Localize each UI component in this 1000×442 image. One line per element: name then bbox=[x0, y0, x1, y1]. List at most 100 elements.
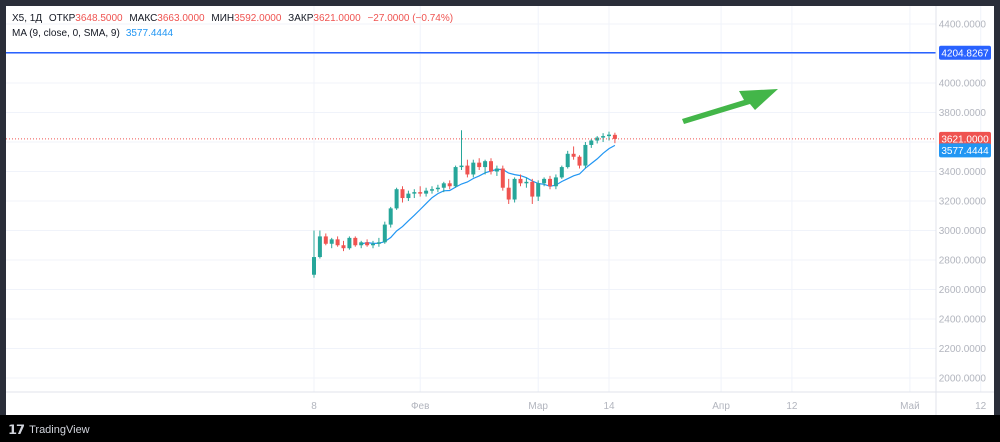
candle[interactable] bbox=[548, 175, 552, 190]
candle-body bbox=[447, 183, 452, 187]
ma-price-tag: 3577.4444 bbox=[939, 143, 991, 158]
x-tick-label: Мар bbox=[528, 401, 548, 412]
y-tick-label: 4400.0000 bbox=[939, 20, 987, 31]
candle[interactable] bbox=[412, 189, 417, 199]
candle[interactable] bbox=[382, 221, 387, 244]
candle-body bbox=[453, 167, 458, 187]
candle-body bbox=[601, 136, 606, 138]
candle[interactable] bbox=[441, 181, 446, 193]
candle[interactable] bbox=[559, 165, 564, 179]
candle[interactable] bbox=[601, 133, 606, 142]
ticker-label[interactable]: X5, 1Д bbox=[12, 13, 43, 24]
candle-body bbox=[424, 190, 429, 194]
candle-body bbox=[371, 243, 375, 246]
candle[interactable] bbox=[312, 230, 316, 278]
candle[interactable] bbox=[536, 180, 541, 201]
chart-canvas[interactable]: 4400.00004200.00004000.00003800.00003600… bbox=[6, 6, 994, 415]
candle[interactable] bbox=[365, 239, 370, 247]
candle-body bbox=[477, 162, 482, 168]
candle[interactable] bbox=[571, 146, 576, 160]
y-tick-label: 3800.0000 bbox=[939, 108, 987, 119]
candle-body bbox=[536, 183, 541, 197]
hline-price-tag[interactable]: 4204.8267 bbox=[939, 45, 991, 60]
candle[interactable] bbox=[542, 177, 547, 187]
candle[interactable] bbox=[359, 240, 364, 249]
candle-body bbox=[394, 189, 399, 209]
candle-body bbox=[347, 237, 352, 249]
candle[interactable] bbox=[512, 177, 517, 203]
candle[interactable] bbox=[335, 236, 340, 247]
candle-body bbox=[530, 181, 535, 197]
candle-body bbox=[612, 134, 617, 139]
candle[interactable] bbox=[506, 178, 511, 204]
candle[interactable] bbox=[577, 155, 582, 169]
candle-body bbox=[559, 167, 564, 178]
candle[interactable] bbox=[483, 159, 488, 175]
candle[interactable] bbox=[341, 240, 346, 252]
ma-label[interactable]: MA (9, close, 0, SMA, 9) bbox=[12, 28, 120, 39]
candle[interactable] bbox=[518, 174, 523, 187]
candle[interactable] bbox=[530, 178, 535, 204]
candle-body bbox=[353, 237, 358, 246]
candle[interactable] bbox=[589, 139, 594, 148]
ma-price-label: 3577.4444 bbox=[941, 146, 989, 157]
candle[interactable] bbox=[406, 190, 411, 201]
candle-body bbox=[489, 161, 493, 172]
candle[interactable] bbox=[418, 186, 423, 197]
candle[interactable] bbox=[317, 230, 322, 259]
candle[interactable] bbox=[329, 237, 334, 249]
candle[interactable] bbox=[494, 165, 499, 176]
candle[interactable] bbox=[447, 180, 452, 190]
candle-body bbox=[388, 208, 393, 225]
candle[interactable] bbox=[565, 150, 570, 169]
x-tick-label: 12 bbox=[975, 401, 987, 412]
candle[interactable] bbox=[371, 240, 375, 249]
candle[interactable] bbox=[323, 233, 328, 246]
candle[interactable] bbox=[500, 165, 505, 191]
candle[interactable] bbox=[459, 130, 464, 171]
chart-frame[interactable]: 4400.00004200.00004000.00003800.00003600… bbox=[6, 6, 994, 415]
close-label: ЗАКР bbox=[288, 13, 314, 24]
arrow-shape[interactable] bbox=[682, 89, 778, 124]
candle[interactable] bbox=[353, 236, 358, 247]
candle-body bbox=[406, 193, 411, 199]
candle[interactable] bbox=[477, 158, 482, 171]
candle[interactable] bbox=[612, 132, 617, 144]
candle[interactable] bbox=[347, 236, 352, 250]
candle-body bbox=[483, 161, 488, 168]
candle-body bbox=[524, 181, 529, 184]
candle[interactable] bbox=[435, 184, 440, 193]
high-value: 3663.0000 bbox=[157, 13, 205, 24]
candle[interactable] bbox=[388, 206, 393, 228]
tradingview-logo[interactable]: 𝟭𝟳 TradingView bbox=[8, 422, 90, 438]
candle-body bbox=[418, 192, 423, 194]
x-axis: 8 Фев Мар 14 Апр 12 Май 12 bbox=[6, 391, 994, 412]
y-tick-label: 2600.0000 bbox=[939, 285, 987, 296]
candle-body bbox=[506, 187, 511, 200]
y-tick-label: 3200.0000 bbox=[939, 197, 987, 208]
candle[interactable] bbox=[424, 187, 429, 197]
grid bbox=[6, 6, 982, 392]
candle-body bbox=[435, 187, 440, 190]
candle[interactable] bbox=[524, 177, 529, 188]
candle[interactable] bbox=[400, 186, 405, 203]
ma-value: 3577.4444 bbox=[125, 28, 174, 39]
candle[interactable] bbox=[489, 158, 493, 175]
candle-body bbox=[589, 140, 594, 145]
open-value: 3648.5000 bbox=[75, 13, 123, 24]
candle[interactable] bbox=[465, 159, 470, 178]
candle[interactable] bbox=[583, 142, 588, 169]
candle-body bbox=[583, 144, 588, 166]
candle-body bbox=[607, 134, 611, 137]
candle[interactable] bbox=[376, 237, 381, 247]
ma-line[interactable] bbox=[361, 144, 616, 245]
candle[interactable] bbox=[453, 165, 458, 188]
candle[interactable] bbox=[394, 187, 399, 210]
candle[interactable] bbox=[471, 159, 476, 178]
candle-body bbox=[518, 178, 523, 184]
trend-arrow[interactable] bbox=[682, 89, 778, 124]
candle[interactable] bbox=[553, 174, 558, 190]
candle-body bbox=[494, 168, 499, 172]
candle[interactable] bbox=[430, 186, 434, 194]
ma-legend[interactable]: MA (9, close, 0, SMA, 9) 3577.4444 bbox=[12, 28, 173, 39]
